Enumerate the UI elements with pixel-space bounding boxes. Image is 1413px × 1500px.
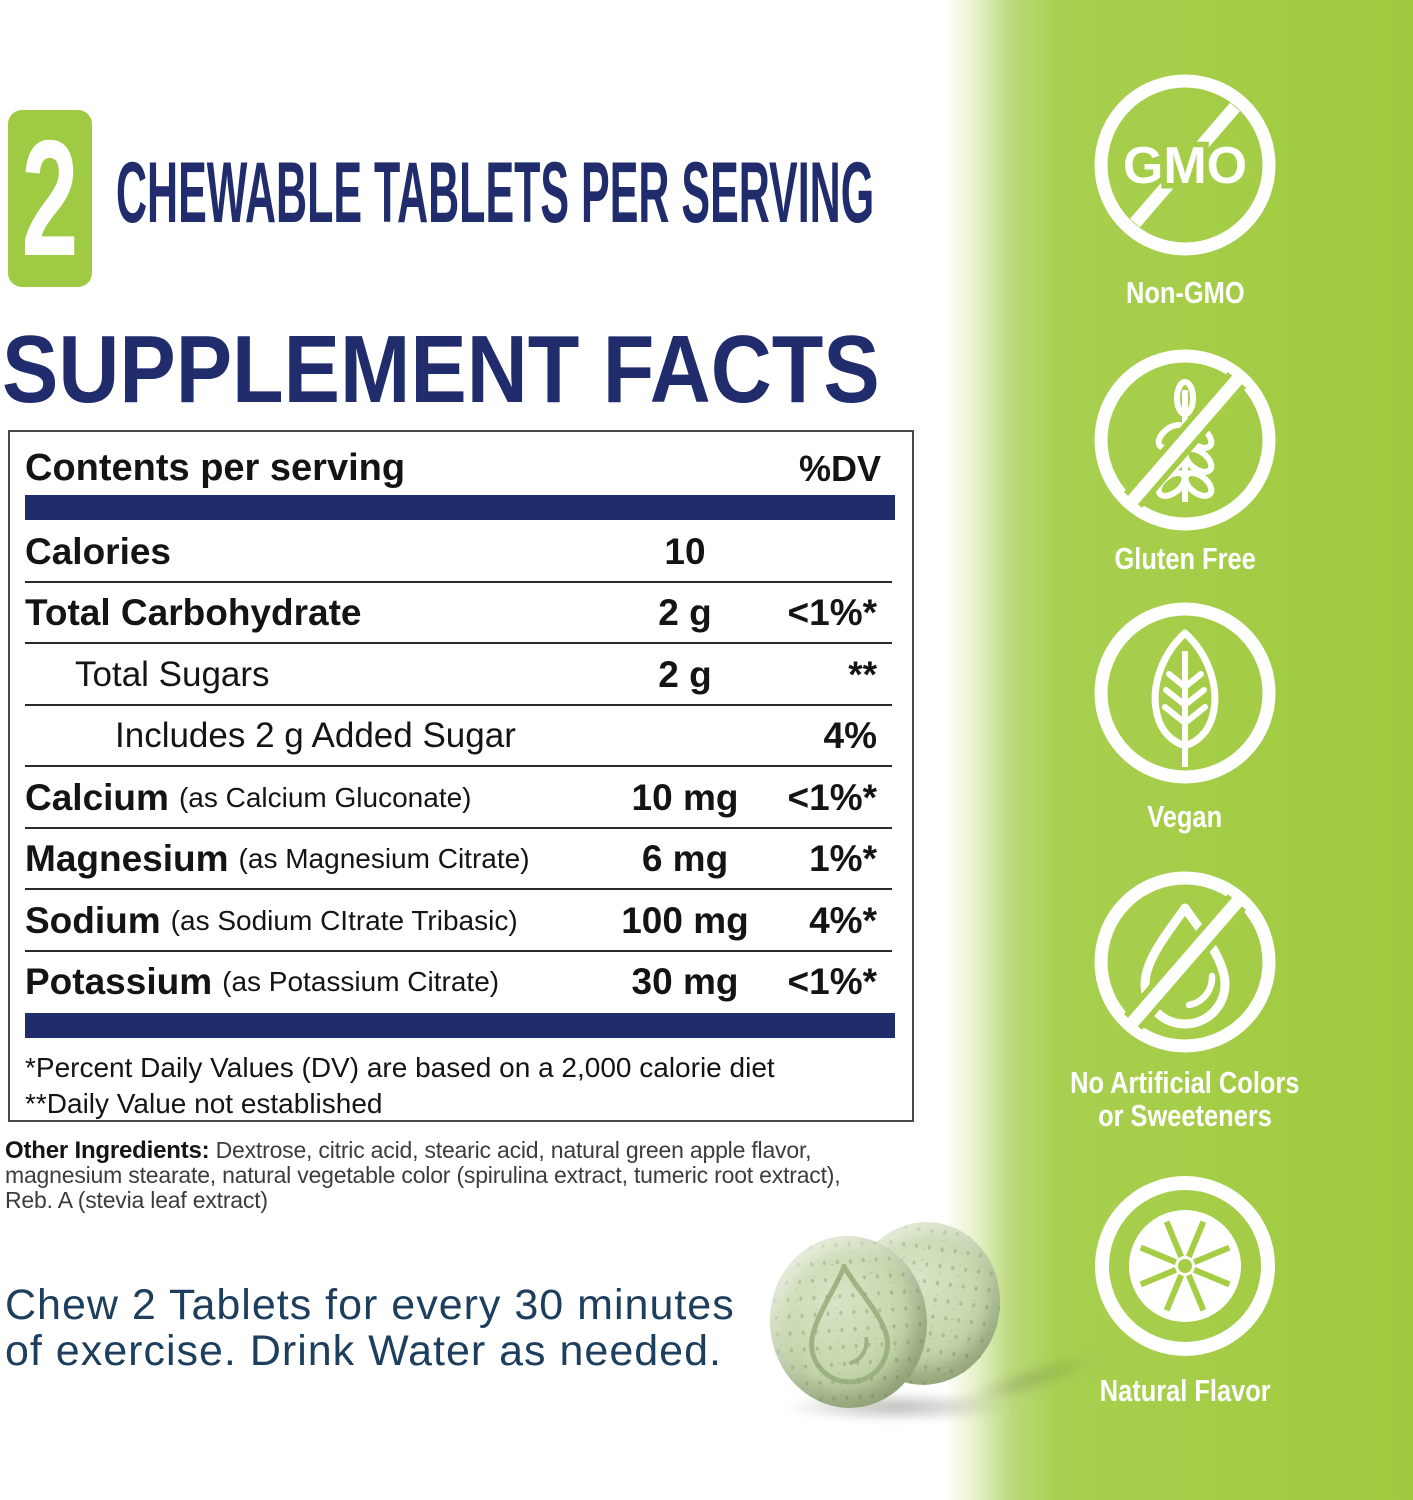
usage-line1: Chew 2 Tablets for every 30 minutes bbox=[5, 1281, 735, 1329]
contents-per-serving-label: Contents per serving bbox=[25, 447, 406, 489]
nutrient-name: Sodium bbox=[25, 899, 161, 941]
badge-label-no-artificial: No Artificial Colors or Sweeteners bbox=[1070, 1065, 1300, 1133]
nutrient-name: Calories bbox=[25, 530, 172, 572]
other-ingredients-line3: Reb. A (stevia leaf extract) bbox=[5, 1187, 268, 1213]
nutrient-source: (as Magnesium Citrate) bbox=[238, 843, 530, 875]
nutrient-source: (as Sodium CItrate Tribasic) bbox=[170, 904, 518, 936]
row-separator bbox=[25, 765, 892, 767]
nutrient-amount: 10 bbox=[664, 530, 706, 572]
row-separator bbox=[25, 642, 892, 644]
nutrient-amount: 6 mg bbox=[641, 838, 729, 880]
footnotes: *Percent Daily Values (DV) are based on … bbox=[25, 1050, 775, 1122]
no-gluten-icon bbox=[1094, 349, 1276, 531]
nutrient-amount: 2 g bbox=[658, 592, 712, 634]
other-ingredients: Other Ingredients: Dextrose, citric acid… bbox=[5, 1138, 925, 1213]
table-row-added-sugar: Includes 2 g Added Sugar 4% bbox=[10, 706, 912, 767]
divider-bar-bottom bbox=[25, 1013, 895, 1038]
nutrient-amount: 30 mg bbox=[631, 961, 739, 1003]
water-drop-icon bbox=[809, 1263, 890, 1385]
serving-count: 2 bbox=[21, 106, 79, 290]
tablet-front bbox=[764, 1230, 933, 1414]
nutrient-dv: <1%* bbox=[787, 961, 877, 1003]
badge-label-vegan: Vegan bbox=[1147, 799, 1223, 834]
table-row-calcium: Calcium (as Calcium Gluconate) 10 mg <1%… bbox=[10, 767, 912, 829]
leaf-icon bbox=[1094, 602, 1276, 784]
nutrient-amount: 2 g bbox=[658, 653, 712, 695]
table-header-row: Contents per serving %DV bbox=[25, 446, 881, 491]
badge-label-non-gmo: Non-GMO bbox=[1125, 275, 1245, 310]
nutrient-amount: 10 mg bbox=[631, 776, 739, 818]
serving-text: CHEWABLE TABLETS PER SERVING bbox=[116, 145, 875, 241]
nutrient-name: Includes 2 g Added Sugar bbox=[115, 716, 516, 756]
nutrient-source: (as Potassium Citrate) bbox=[222, 966, 500, 998]
divider-bar-top bbox=[25, 495, 895, 520]
table-row-potassium: Potassium (as Potassium Citrate) 30 mg <… bbox=[10, 952, 912, 1014]
nutrient-dv: 4%* bbox=[809, 899, 877, 941]
badge-label-gluten-free: Gluten Free bbox=[1114, 541, 1256, 576]
citrus-icon bbox=[1095, 1176, 1275, 1356]
row-separator bbox=[25, 826, 892, 829]
nutrient-name: Calcium bbox=[25, 776, 169, 818]
row-separator bbox=[25, 949, 892, 952]
nutrient-dv: ** bbox=[848, 653, 877, 695]
no-gmo-icon: GMO bbox=[1094, 74, 1276, 256]
nutrient-name: Total Sugars bbox=[75, 654, 270, 694]
row-separator bbox=[25, 703, 892, 706]
nutrient-name: Potassium bbox=[25, 961, 213, 1003]
table-row-total-carbohydrate: Total Carbohydrate 2 g <1%* bbox=[10, 583, 912, 644]
nutrient-rows: Calories 10 Total Carbohydrate 2 g <1%* … bbox=[10, 521, 912, 1013]
other-ingredients-label: Other Ingredients: bbox=[5, 1137, 210, 1164]
usage-instructions: Chew 2 Tablets for every 30 minutes of e… bbox=[5, 1282, 735, 1374]
nutrient-dv: 1%* bbox=[809, 838, 877, 880]
table-row-magnesium: Magnesium (as Magnesium Citrate) 6 mg 1%… bbox=[10, 829, 912, 890]
gmo-text: GMO bbox=[1123, 137, 1247, 195]
row-separator bbox=[25, 888, 892, 890]
other-ingredients-line1: Dextrose, citric acid, stearic acid, nat… bbox=[209, 1137, 812, 1163]
no-drop-icon bbox=[1094, 871, 1276, 1053]
page-title: SUPPLEMENT FACTS bbox=[2, 316, 880, 423]
nutrient-dv: <1%* bbox=[787, 776, 877, 818]
nutrient-dv: 4% bbox=[823, 715, 877, 757]
nutrient-dv: <1%* bbox=[787, 592, 877, 634]
footnote-not-established: **Daily Value not established bbox=[25, 1088, 383, 1119]
table-row-calories: Calories 10 bbox=[10, 521, 912, 583]
row-separator bbox=[25, 580, 892, 583]
usage-line2: of exercise. Drink Water as needed. bbox=[5, 1327, 722, 1375]
other-ingredients-line2: magnesium stearate, natural vegetable co… bbox=[5, 1162, 841, 1188]
serving-count-badge: 2 bbox=[8, 110, 92, 287]
nutrient-amount: 100 mg bbox=[621, 899, 749, 941]
supplement-facts-table: Contents per serving %DV Calories 10 Tot… bbox=[8, 430, 914, 1122]
dv-column-label: %DV bbox=[798, 447, 881, 489]
badge-label-natural-flavor: Natural Flavor bbox=[1099, 1373, 1271, 1408]
table-row-total-sugars: Total Sugars 2 g ** bbox=[10, 644, 912, 706]
footnote-dv: *Percent Daily Values (DV) are based on … bbox=[25, 1052, 775, 1083]
nutrient-name: Total Carbohydrate bbox=[25, 592, 362, 634]
table-row-sodium: Sodium (as Sodium CItrate Tribasic) 100 … bbox=[10, 890, 912, 952]
nutrient-source: (as Calcium Gluconate) bbox=[178, 781, 472, 813]
nutrient-name: Magnesium bbox=[25, 838, 229, 880]
